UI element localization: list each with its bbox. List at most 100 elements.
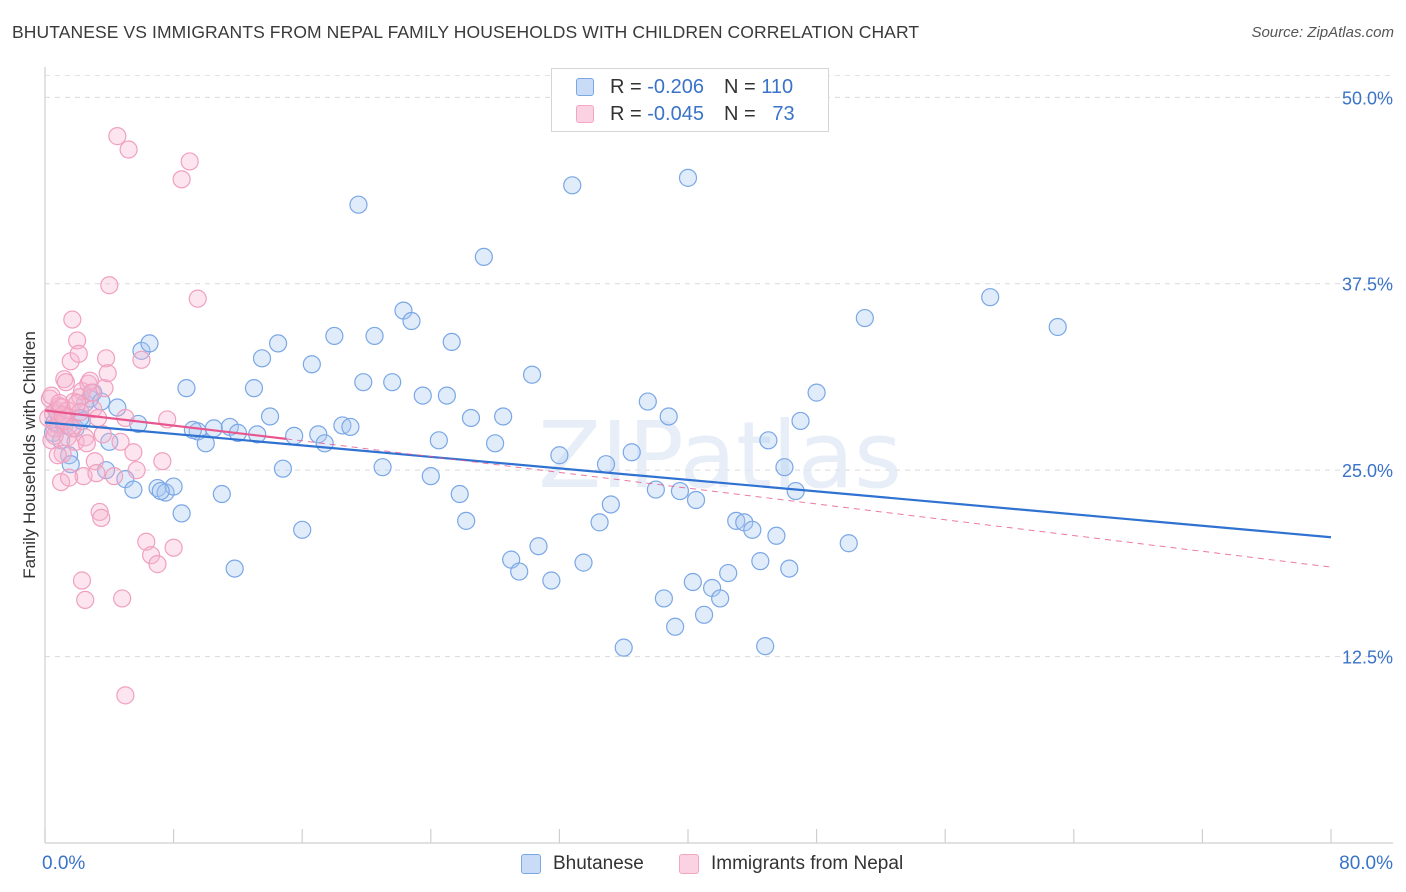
bhutanese-trend-line (44, 421, 1332, 539)
bhutanese-point (666, 617, 685, 636)
bhutanese-point (686, 490, 706, 510)
bhutanese-point (151, 481, 170, 501)
trend-lines (44, 409, 1332, 568)
bhutanese-swatch-icon (576, 78, 594, 96)
nepal-point (153, 452, 172, 471)
y-tick-label: 37.5% (1342, 275, 1393, 295)
nepal-point (71, 402, 90, 422)
bhutanese-point (759, 431, 778, 450)
bhutanese-point (574, 553, 593, 572)
bhutanese-point (494, 407, 513, 426)
nepal-point (60, 468, 79, 487)
bhutanese-point (855, 308, 874, 328)
bhutanese-point (563, 176, 582, 195)
bhutanese-point (981, 288, 1000, 307)
nepal-point (69, 344, 88, 363)
bhutanese-point (124, 480, 143, 499)
bhutanese-point (529, 537, 548, 556)
nepal-point (116, 686, 135, 705)
bhutanese-point (622, 443, 641, 462)
bhutanese-point (780, 559, 799, 578)
bhutanese-point (225, 559, 244, 578)
bhutanese-point (349, 195, 368, 214)
bhutanese-point (659, 407, 678, 426)
nepal-point (113, 589, 132, 608)
nepal-point (98, 364, 117, 383)
legend-item-nepal: Immigrants from Nepal (679, 851, 903, 877)
bhutanese-point (486, 434, 505, 453)
nepal-point (127, 461, 146, 480)
y-tick-label: 25.0% (1342, 461, 1393, 481)
y-tick-labels: 12.5% 25.0% 37.5% 50.0% (1342, 88, 1393, 667)
bhutanese-point (596, 455, 616, 474)
r-label: R = (610, 102, 642, 125)
nepal-point (45, 426, 64, 445)
stats-legend: R = -0.206 N = 110 R = -0.045 N = 73 (551, 68, 829, 132)
nepal-point (92, 508, 111, 527)
bhutanese-point (678, 168, 698, 187)
nepal-point (111, 432, 130, 451)
bhutanese-point (177, 379, 196, 398)
bhutanese-point (457, 511, 476, 530)
bhutanese-point (450, 484, 469, 504)
nepal-legend-icon (679, 854, 699, 874)
x-tick-label-max: 80.0% (1339, 853, 1393, 874)
n-value: 110 (761, 75, 794, 98)
bhutanese-point (542, 571, 561, 590)
r-label: R = (610, 75, 642, 98)
nepal-point (55, 370, 74, 389)
bhutanese-point (590, 513, 609, 532)
bhutanese-point (421, 467, 440, 486)
bhutanese-point (413, 386, 432, 405)
bhutanese-point (402, 311, 421, 331)
nepal-point (95, 379, 114, 398)
bhutanese-point (341, 417, 360, 437)
gridlines (45, 75, 1393, 658)
legend-item-bhutanese: Bhutanese (521, 851, 644, 877)
source-label: Source: ZipAtlas.com (1251, 24, 1394, 41)
bhutanese-point (172, 504, 191, 523)
bhutanese-point (719, 563, 738, 583)
bhutanese-point (273, 459, 293, 478)
bhutanese-point (285, 426, 304, 445)
bhutanese-point (743, 520, 762, 539)
nepal-point (48, 446, 67, 465)
bhutanese-point (775, 458, 794, 477)
bhutanese-point (756, 637, 775, 656)
bhutanese-point (354, 373, 373, 392)
nepal-point (119, 140, 138, 159)
nepal-point (164, 538, 183, 557)
bhutanese-point (791, 411, 810, 431)
bhutanese-point (807, 383, 826, 402)
data-points (39, 127, 1067, 705)
n-label: N = (723, 102, 756, 125)
bhutanese-point (302, 355, 321, 374)
bhutanese-point (646, 480, 665, 499)
bhutanese-point (711, 589, 730, 608)
bhutanese-point (751, 552, 770, 571)
bhutanese-point (429, 431, 448, 450)
bhutanese-point (522, 365, 542, 384)
bhutanese-point (839, 534, 858, 553)
bhutanese-point (670, 481, 690, 501)
nepal-point (137, 532, 156, 551)
nepal-point (72, 571, 92, 590)
nepal-point (148, 555, 167, 574)
bhutanese-point (204, 419, 223, 438)
r-value: -0.206 (647, 75, 704, 98)
r-value: -0.045 (647, 102, 704, 125)
nepal-point (108, 127, 127, 146)
chart-title: BHUTANESE VS IMMIGRANTS FROM NEPAL FAMIL… (12, 22, 920, 42)
bhutanese-point (1048, 317, 1067, 337)
bhutanese-point (614, 638, 633, 657)
nepal-point (96, 349, 116, 368)
nepal-point (56, 373, 75, 392)
bhutanese-point (654, 589, 673, 608)
x-tick-label-min: 0.0% (42, 853, 86, 874)
bhutanese-point (442, 332, 461, 352)
bhutanese-point (293, 520, 312, 539)
bhutanese-point (196, 434, 215, 453)
bhutanese-point (550, 446, 569, 465)
watermark: ZIPatlas (538, 402, 902, 509)
